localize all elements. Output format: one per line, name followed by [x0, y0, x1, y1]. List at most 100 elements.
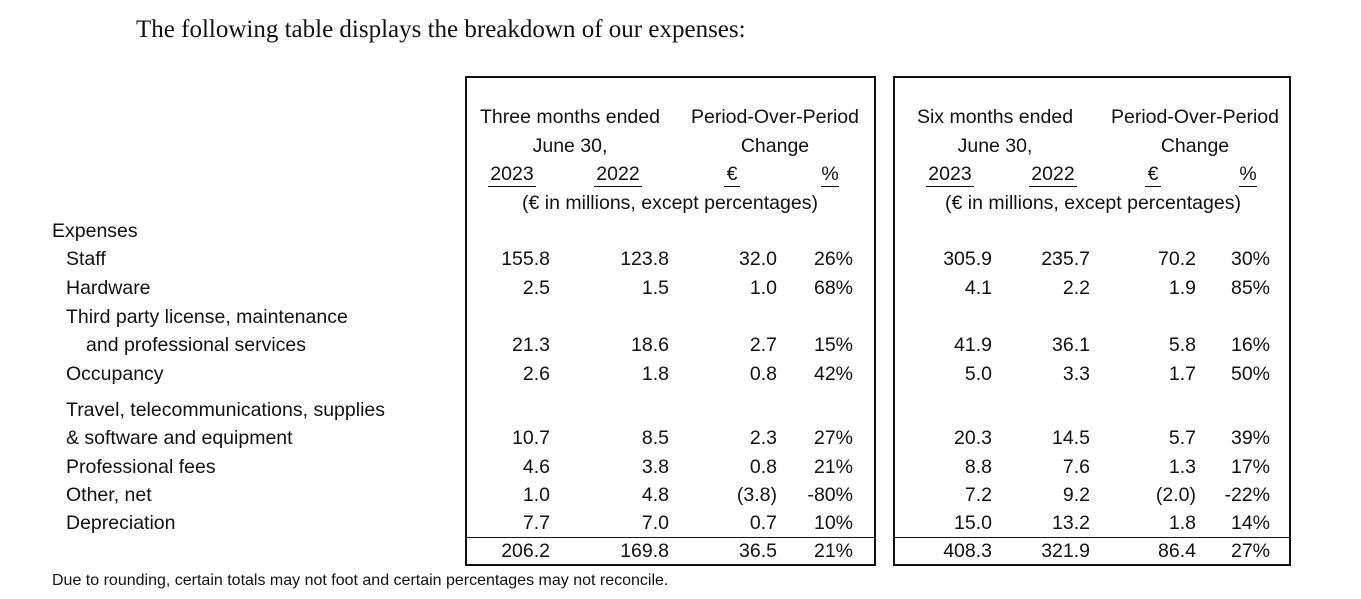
table-cell: 7.7 [522, 512, 550, 534]
row-label: Occupancy [66, 363, 164, 385]
table-cell: 26% [813, 248, 853, 270]
table-cell: 41.9 [954, 334, 992, 356]
units-note: (€ in millions, except percentages) [945, 192, 1241, 214]
change-header-line: Change [1160, 135, 1230, 157]
table-cell: 0.8 [749, 363, 777, 385]
table-cell: 10.7 [512, 427, 550, 449]
row-label: Third party license, maintenance [66, 306, 348, 328]
table-cell: 5.8 [1168, 334, 1196, 356]
total-cell: 27% [1230, 540, 1270, 562]
column-head: % [1239, 163, 1257, 185]
table-cell: 70.2 [1158, 248, 1196, 270]
table-cell: 305.9 [943, 248, 992, 270]
total-rule [465, 537, 876, 538]
table-cell: 2.3 [749, 427, 777, 449]
column-head-underline [926, 186, 974, 187]
row-label: Depreciation [66, 512, 176, 534]
footnote: Due to rounding, certain totals may not … [52, 572, 669, 589]
table-cell: 8.8 [964, 456, 992, 478]
table-cell: 15.0 [954, 512, 992, 534]
column-head-underline [594, 186, 642, 187]
table-cell: 21.3 [512, 334, 550, 356]
table-cell: 1.7 [1168, 363, 1196, 385]
table-cell: 10% [813, 512, 853, 534]
change-header-line: Change [740, 135, 810, 157]
period-header-line: Three months ended [480, 106, 660, 128]
period-header-line: June 30, [532, 135, 608, 157]
column-head: 2023 [490, 163, 534, 185]
table-cell: 0.8 [749, 456, 777, 478]
row-label: Hardware [66, 277, 151, 299]
change-header-line: Period-Over-Period [691, 106, 859, 128]
table-cell: (3.8) [736, 484, 777, 506]
table-cell: 18.6 [631, 334, 669, 356]
table-cell: 32.0 [739, 248, 777, 270]
total-cell: 321.9 [1041, 540, 1090, 562]
row-label: Expenses [52, 220, 138, 242]
table-cell: 7.6 [1062, 456, 1090, 478]
row-label: Professional fees [66, 456, 216, 478]
table-cell: 3.8 [641, 456, 669, 478]
table-cell: 16% [1230, 334, 1270, 356]
table-cell: 123.8 [620, 248, 669, 270]
table-cell: -22% [1224, 484, 1270, 506]
table-cell: 1.5 [641, 277, 669, 299]
table-cell: 68% [813, 277, 853, 299]
table-cell: 17% [1230, 456, 1270, 478]
table-cell: 0.7 [749, 512, 777, 534]
total-cell: 408.3 [943, 540, 992, 562]
table-cell: 5.7 [1168, 427, 1196, 449]
table-cell: 4.8 [641, 484, 669, 506]
table-cell: 155.8 [501, 248, 550, 270]
panel-frame [465, 76, 876, 566]
total-cell: 206.2 [501, 540, 550, 562]
table-cell: 7.2 [964, 484, 992, 506]
table-cell: 50% [1230, 363, 1270, 385]
total-rule [893, 537, 1291, 538]
table-cell: 1.3 [1168, 456, 1196, 478]
total-cell: 21% [813, 540, 853, 562]
table-cell: 20.3 [954, 427, 992, 449]
table-cell: 39% [1230, 427, 1270, 449]
total-cell: 169.8 [620, 540, 669, 562]
table-cell: 1.8 [1168, 512, 1196, 534]
table-cell: 30% [1230, 248, 1270, 270]
column-head-underline [1239, 186, 1257, 187]
column-head-underline [1145, 186, 1161, 187]
table-cell: 235.7 [1041, 248, 1090, 270]
table-cell: 36.1 [1052, 334, 1090, 356]
table-cell: 1.0 [522, 484, 550, 506]
column-head-underline [724, 186, 740, 187]
column-head: 2023 [928, 163, 972, 185]
table-cell: 2.6 [522, 363, 550, 385]
column-head: % [821, 163, 839, 185]
table-cell: -80% [807, 484, 853, 506]
table-cell: 2.5 [522, 277, 550, 299]
row-label: Travel, telecommunications, supplies [66, 399, 385, 421]
table-cell: 27% [813, 427, 853, 449]
table-cell: 2.7 [749, 334, 777, 356]
table-cell: (2.0) [1155, 484, 1196, 506]
row-label: and professional services [86, 334, 307, 356]
table-cell: 1.0 [749, 277, 777, 299]
column-head: € [726, 163, 738, 185]
change-header-line: Period-Over-Period [1111, 106, 1279, 128]
total-cell: 86.4 [1158, 540, 1196, 562]
table-cell: 5.0 [964, 363, 992, 385]
table-cell: 14.5 [1052, 427, 1090, 449]
table-cell: 1.8 [641, 363, 669, 385]
column-head: 2022 [596, 163, 640, 185]
column-head: 2022 [1031, 163, 1075, 185]
column-head-underline [1029, 186, 1077, 187]
table-cell: 2.2 [1062, 277, 1090, 299]
units-note: (€ in millions, except percentages) [522, 192, 818, 214]
table-cell: 15% [813, 334, 853, 356]
period-header-line: June 30, [957, 135, 1033, 157]
total-cell: 36.5 [739, 540, 777, 562]
intro-text: The following table displays the breakdo… [136, 16, 746, 43]
panel-frame [893, 76, 1291, 566]
period-header-line: Six months ended [916, 106, 1074, 128]
table-cell: 7.0 [641, 512, 669, 534]
column-head: € [1147, 163, 1159, 185]
table-cell: 4.6 [522, 456, 550, 478]
